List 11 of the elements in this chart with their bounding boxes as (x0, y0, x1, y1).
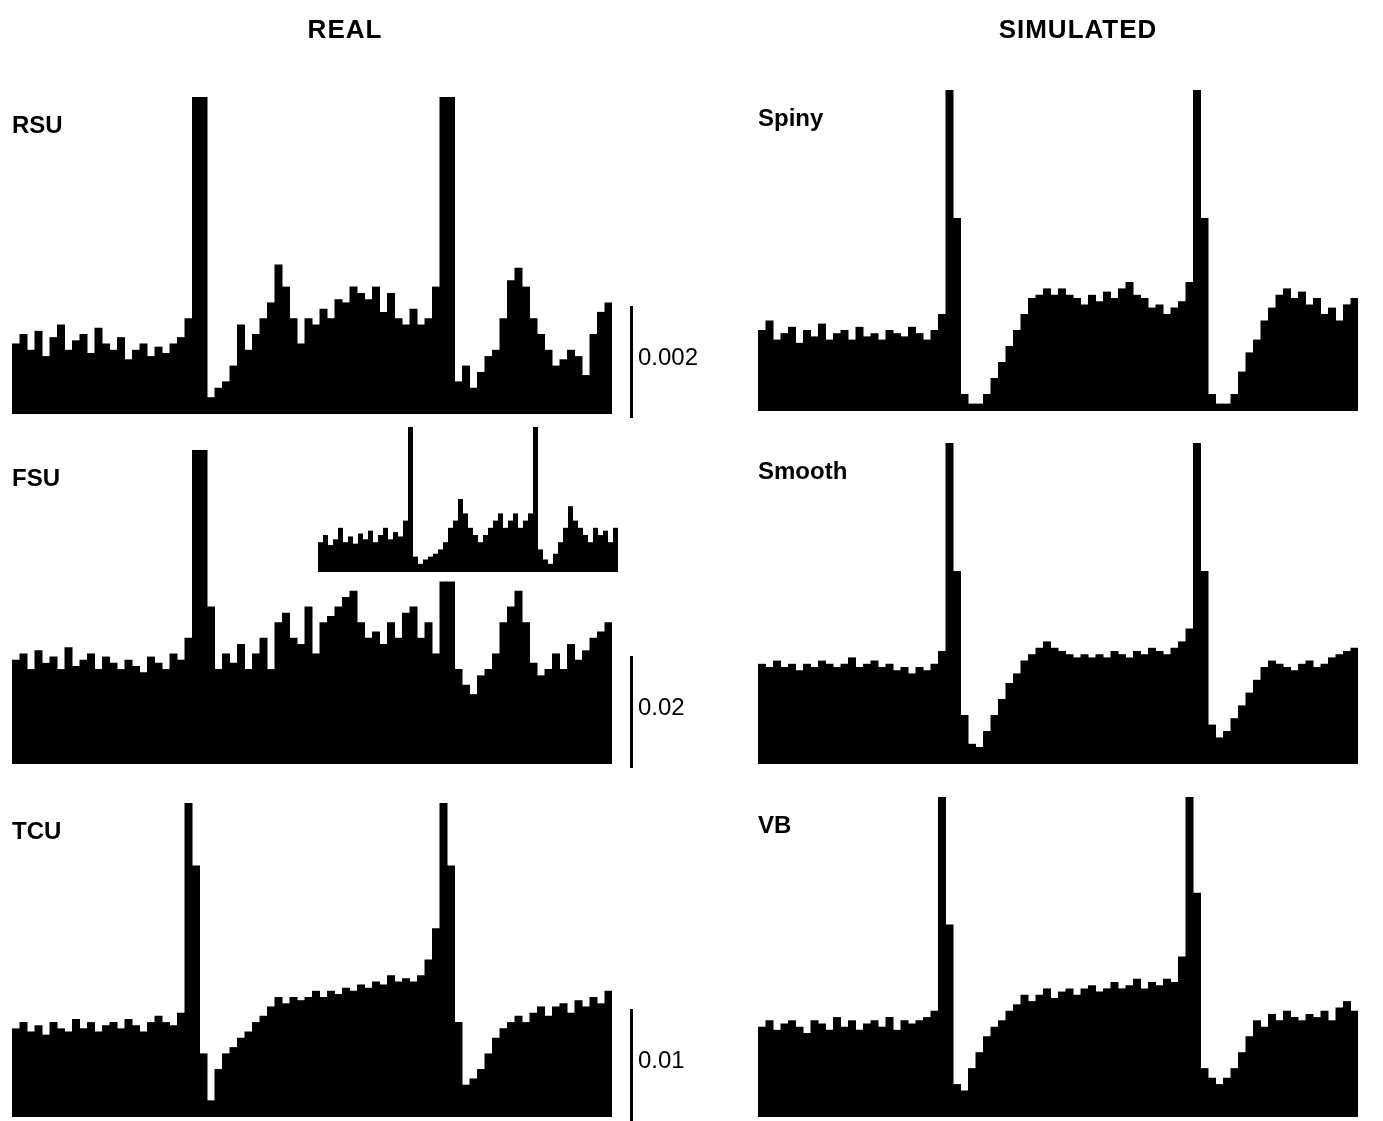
text: Spiny (758, 104, 824, 132)
text: 0.01 (638, 1046, 685, 1074)
text: FSU (12, 464, 60, 492)
chart-subtitle: REAL (306, 14, 384, 45)
text: VB (758, 811, 792, 839)
text: Smooth (758, 457, 848, 485)
chart-subtitle: SIMULATED (997, 14, 1159, 45)
text: TCU (12, 817, 62, 845)
text: 0.02 (638, 693, 685, 721)
text: RSU (12, 111, 63, 139)
text: 0.002 (638, 343, 699, 371)
